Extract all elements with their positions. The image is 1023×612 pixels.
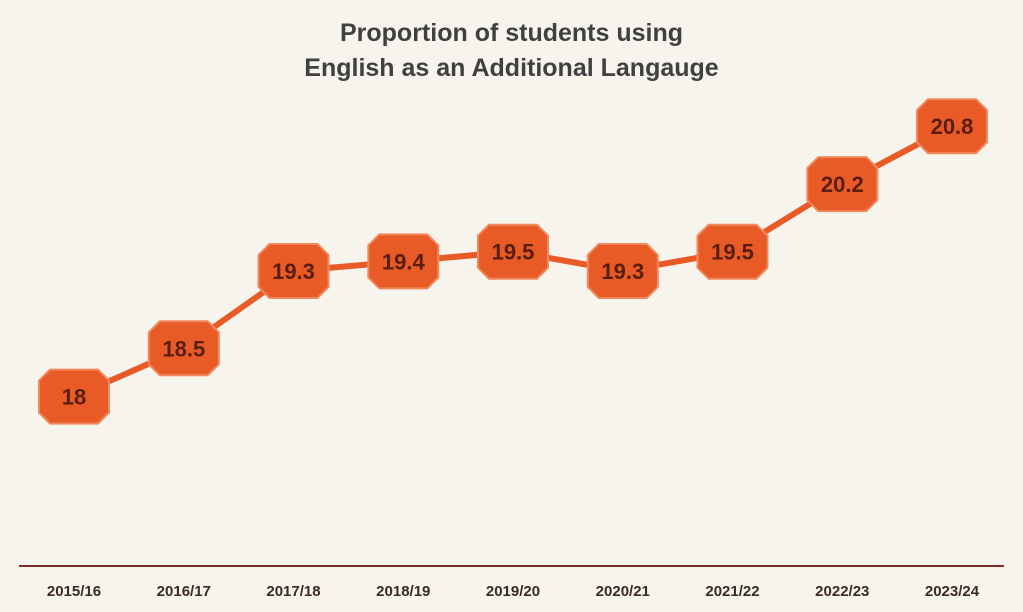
data-label: 20.8 [931,114,974,139]
x-tick-label: 2019/20 [486,583,540,600]
data-point: 19.5 [696,223,769,280]
x-tick-labels: 2015/16 2016/17 2017/18 2018/19 2019/20 2020/… [47,583,980,600]
x-tick-label: 2016/17 [157,583,211,600]
x-tick-label: 2020/21 [596,583,650,600]
data-label: 19.5 [492,240,535,265]
x-tick-label: 2022/23 [815,583,869,600]
marker-layer: 18 18.5 19.3 19.4 19.5 19.3 19.5 20.2 20.8 [38,98,988,425]
data-point: 20.8 [916,98,988,155]
data-label: 18 [62,385,86,410]
data-marker [586,243,659,299]
data-point: 19.5 [477,223,549,280]
data-point: 19.3 [257,243,330,299]
chart-title-line-1: Proportion of students using [339,19,684,47]
data-label: 19.4 [382,249,426,274]
data-point: 18 [38,368,110,425]
data-point: 19.3 [586,243,659,299]
data-label: 19.5 [711,240,754,265]
x-tick-label: 2023/24 [925,583,980,600]
data-marker [147,320,220,377]
data-marker [477,223,549,280]
data-marker [367,233,440,290]
x-tick-label: 2021/22 [705,583,759,600]
data-label: 19.3 [272,259,315,284]
data-label: 18.5 [162,336,205,361]
data-label: 19.3 [601,259,644,284]
data-point: 18.5 [147,320,220,377]
data-marker [806,156,879,213]
data-label: 20.2 [821,172,864,197]
x-tick-label: 2015/16 [47,583,101,600]
x-tick-label: 2017/18 [266,583,320,600]
chart-title-line-2: English as an Additional Langauge [304,54,719,82]
data-marker [257,243,330,299]
data-point: 20.2 [806,156,879,213]
data-point: 19.4 [367,233,440,290]
data-marker [696,223,769,280]
data-marker [916,98,988,155]
x-tick-label: 2018/19 [376,583,430,600]
chart-title: Proportion of students using English as … [0,16,1023,86]
data-marker [38,368,110,425]
